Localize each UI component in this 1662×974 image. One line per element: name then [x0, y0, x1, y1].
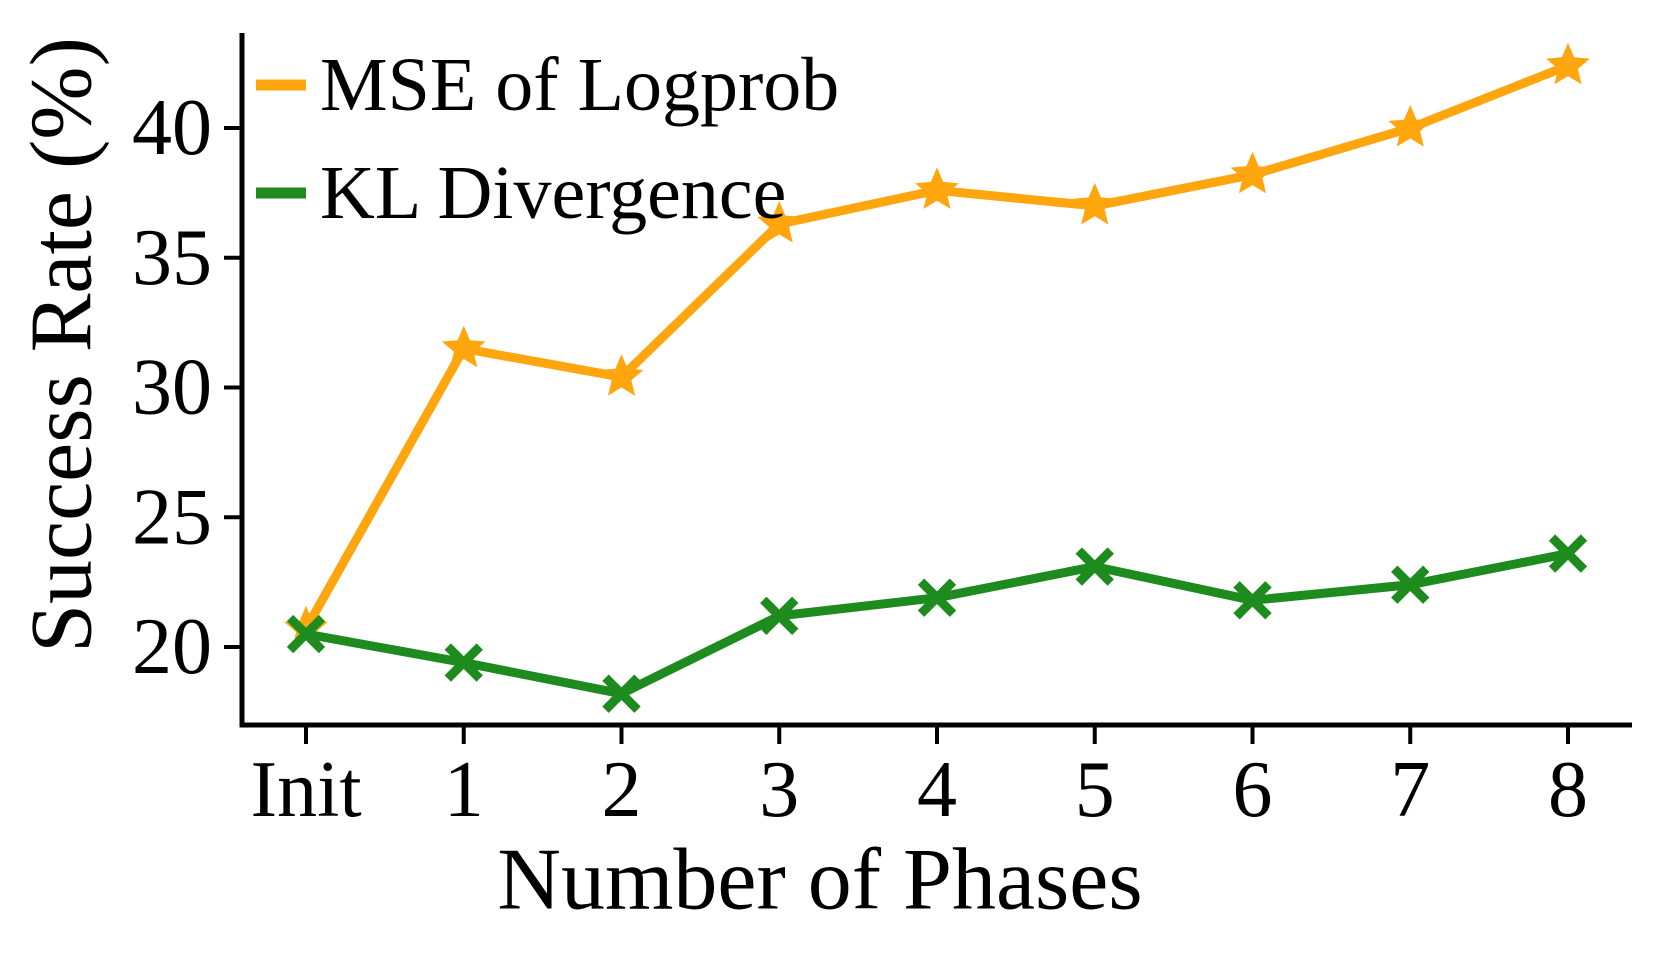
- y-tick-label: 35: [132, 214, 212, 302]
- y-tick-label: 20: [132, 603, 212, 691]
- y-axis-ticks: 20 25 30 35 40: [132, 84, 242, 691]
- x-marker: [286, 614, 326, 654]
- x-axis-label: Number of Phases: [497, 832, 1142, 929]
- x-tick-label: 5: [1075, 746, 1115, 834]
- x-tick-label: Init: [250, 746, 361, 834]
- x-axis-ticks: Init 1 2 3 4 5 6 7 8: [250, 725, 1588, 834]
- x-marker: [760, 596, 799, 636]
- y-tick-label: 40: [132, 84, 212, 172]
- x-tick-label: 2: [602, 746, 642, 834]
- x-tick-label: 3: [759, 746, 799, 834]
- series-kl-divergence: [286, 534, 1588, 713]
- star-marker: [441, 325, 486, 368]
- x-marker: [1233, 581, 1272, 620]
- star-marker: [1546, 42, 1590, 85]
- star-marker: [915, 167, 959, 209]
- x-marker: [444, 643, 483, 682]
- y-axis-label: Success Rate (%): [14, 37, 111, 653]
- series-line-kl-divergence: [305, 549, 1569, 699]
- x-marker: [1391, 565, 1430, 604]
- legend-label-kl-divergence: KL Divergence: [320, 151, 786, 235]
- x-tick-label: 1: [444, 746, 484, 834]
- x-tick-label: 8: [1548, 746, 1588, 834]
- x-tick-label: 6: [1233, 746, 1273, 834]
- series-mse-of-logprob: [284, 42, 1590, 648]
- x-marker: [602, 674, 641, 713]
- star-marker: [757, 201, 802, 243]
- x-tick-label: 4: [917, 746, 957, 834]
- legend-label-mse-of-logprob: MSE of Logprob: [320, 43, 839, 127]
- star-marker: [1388, 105, 1433, 147]
- legend-item-kl-divergence: KL Divergence: [256, 151, 786, 235]
- y-tick-label: 30: [132, 344, 212, 432]
- x-marker: [1075, 547, 1114, 586]
- star-marker: [599, 354, 644, 396]
- x-tick-label: 7: [1390, 746, 1430, 834]
- legend-item-mse-of-logprob: MSE of Logprob: [256, 43, 839, 127]
- x-marker: [1548, 534, 1588, 573]
- data-series: [284, 42, 1590, 713]
- x-marker: [917, 578, 957, 617]
- y-tick-label: 25: [132, 473, 212, 561]
- star-marker: [1230, 151, 1275, 194]
- legend: MSE of Logprob KL Divergence: [256, 43, 839, 235]
- star-marker: [1072, 182, 1117, 225]
